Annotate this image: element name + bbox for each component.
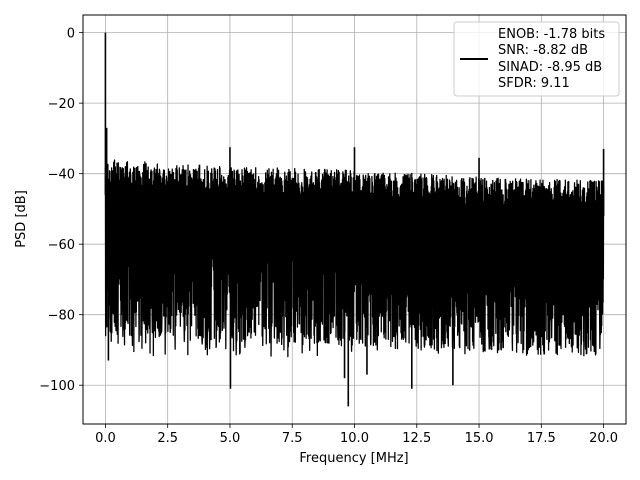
x-axis-label: Frequency [MHz] (299, 451, 408, 466)
x-tick-label: 15.0 (465, 431, 494, 446)
legend-entry-enob: ENOB: -1.78 bits (498, 27, 605, 42)
x-tick-label: 12.5 (402, 431, 431, 446)
x-tick-label: 7.5 (282, 431, 303, 446)
legend: ENOB: -1.78 bits SNR: -8.82 dB SINAD: -8… (453, 21, 620, 97)
x-tick-label: 5.0 (220, 431, 241, 446)
legend-entry-sfdr: SFDR: 9.11 (498, 76, 570, 91)
x-tick-label: 17.5 (527, 431, 556, 446)
x-tick-label: 2.5 (157, 431, 178, 446)
y-axis-ticks: 0 −20 −40 −60 −80 −100 (39, 27, 83, 394)
psd-trace (104, 32, 605, 407)
y-tick-label: −80 (48, 309, 75, 324)
x-tick-label: 10.0 (340, 431, 369, 446)
y-tick-label: −100 (39, 379, 75, 394)
x-tick-label: 0.0 (95, 431, 116, 446)
legend-box (453, 21, 620, 97)
legend-entry-sinad: SINAD: -8.95 dB (498, 60, 602, 75)
y-tick-label: −60 (48, 238, 75, 253)
x-axis-ticks: 0.0 2.5 5.0 7.5 10.0 12.5 15.0 17.5 20.0 (95, 424, 618, 446)
legend-entry-snr: SNR: -8.82 dB (498, 43, 588, 58)
y-tick-label: −20 (48, 97, 75, 112)
y-tick-label: 0 (67, 27, 75, 42)
x-tick-label: 20.0 (589, 431, 618, 446)
y-tick-label: −40 (48, 168, 75, 183)
y-axis-label: PSD [dB] (14, 190, 29, 248)
